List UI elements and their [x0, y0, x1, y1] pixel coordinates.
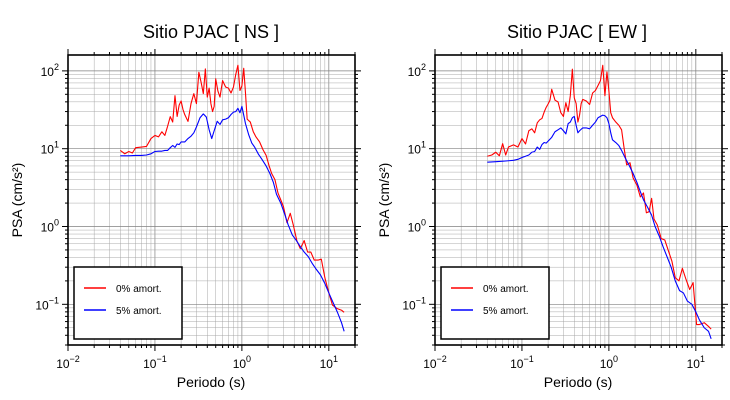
y-tick-label: 100: [408, 218, 426, 235]
y-tick-label: 101: [41, 140, 59, 157]
plot-frame: [434, 54, 723, 346]
y-tick-label: 101: [408, 140, 426, 157]
legend-box: [440, 266, 550, 340]
legend: 0% amort. 5% amort.: [73, 266, 183, 340]
chart-title: Sitio PJAC [ NS ]: [143, 22, 279, 42]
legend-box: [73, 266, 183, 340]
plot-frame: [67, 54, 356, 346]
y-axis-label: PSA (cm/s²): [9, 163, 25, 238]
tick-marks: [429, 49, 728, 351]
series-group: [487, 64, 712, 340]
tick-marks: [62, 49, 361, 351]
y-tick-label: 102: [41, 62, 59, 79]
series-5pct-damping-line: [487, 114, 712, 340]
series-5pct-damping-line: [120, 105, 345, 332]
legend: 0% amort. 5% amort.: [440, 266, 550, 340]
legend-label-5pct: 5% amort.: [116, 306, 162, 317]
legend-label-0pct: 0% amort.: [116, 284, 162, 295]
x-axis-label: Periodo (s): [544, 374, 612, 390]
series-group: [120, 64, 345, 332]
chart-title: Sitio PJAC [ EW ]: [507, 22, 647, 42]
x-tick-labels: 10−2 10−1 100 101: [423, 354, 705, 371]
x-tick-label: 10−1: [510, 354, 534, 371]
y-tick-label: 102: [408, 62, 426, 79]
x-tick-label: 101: [320, 354, 338, 371]
y-tick-label: 10−1: [402, 295, 426, 312]
y-tick-label: 100: [41, 218, 59, 235]
x-axis-label: Periodo (s): [177, 374, 245, 390]
legend-label-5pct: 5% amort.: [483, 306, 529, 317]
x-tick-label: 100: [600, 354, 618, 371]
x-tick-label: 10−2: [423, 354, 447, 371]
x-tick-label: 10−1: [143, 354, 167, 371]
y-tick-label: 10−1: [35, 295, 59, 312]
x-tick-label: 100: [233, 354, 251, 371]
series-0pct-damping-line: [487, 64, 712, 330]
chart-ew: Sitio PJAC [ EW ] 10−2 10−1 100 101 10−1 100…: [376, 22, 728, 390]
y-tick-labels: 10−1 100 101 102: [402, 62, 426, 312]
y-tick-labels: 10−1 100 101 102: [35, 62, 59, 312]
legend-label-0pct: 0% amort.: [483, 284, 529, 295]
x-tick-label: 10−2: [56, 354, 80, 371]
chart-ns: Sitio PJAC [ NS ] 10−2 10−1 100 101 10−1 100…: [9, 22, 361, 390]
y-axis-label: PSA (cm/s²): [376, 163, 392, 238]
x-tick-label: 101: [687, 354, 705, 371]
x-tick-labels: 10−2 10−1 100 101: [56, 354, 338, 371]
